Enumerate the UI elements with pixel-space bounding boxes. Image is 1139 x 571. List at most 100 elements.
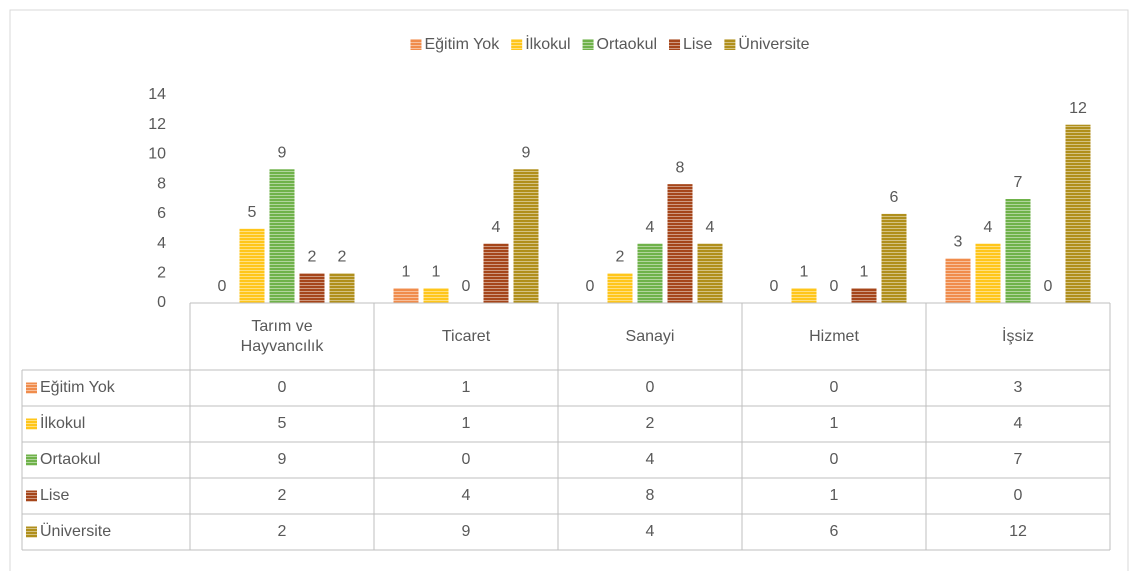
table-row-header: Üniversite bbox=[40, 522, 111, 540]
table-cell: 4 bbox=[1014, 415, 1023, 432]
bar bbox=[791, 288, 817, 303]
legend-label: İlkokul bbox=[525, 34, 570, 53]
bar bbox=[513, 169, 539, 303]
bar bbox=[607, 273, 633, 303]
data-label: 7 bbox=[1014, 174, 1023, 191]
data-label: 1 bbox=[800, 263, 809, 280]
legend-swatch bbox=[724, 39, 736, 50]
data-label: 1 bbox=[860, 263, 869, 280]
y-tick-label: 10 bbox=[148, 146, 166, 163]
legend-label: Lise bbox=[683, 36, 712, 53]
table-cell: 4 bbox=[646, 523, 655, 540]
table-row-header: Ortaokul bbox=[40, 451, 100, 468]
data-label: 12 bbox=[1069, 100, 1087, 117]
x-tick-label: Tarım ve Hayvancılık bbox=[190, 303, 374, 370]
bar bbox=[667, 184, 693, 303]
table-cell: 4 bbox=[646, 451, 655, 468]
table-cell: 3 bbox=[1014, 379, 1023, 396]
table-cell: 0 bbox=[830, 451, 839, 468]
legend-label: Ortaokul bbox=[597, 36, 657, 53]
bar bbox=[393, 288, 419, 303]
x-tick-label: Hizmet bbox=[742, 303, 926, 370]
table-cell: 12 bbox=[1009, 523, 1027, 540]
table-swatch bbox=[26, 454, 37, 466]
data-label: 5 bbox=[248, 204, 257, 221]
category-text: İşsiz bbox=[1002, 327, 1034, 345]
bar bbox=[329, 273, 355, 303]
bar bbox=[945, 258, 971, 303]
y-tick-label: 2 bbox=[157, 265, 166, 282]
bar bbox=[697, 243, 723, 303]
data-label: 4 bbox=[706, 219, 715, 236]
table-cell: 0 bbox=[462, 451, 471, 468]
legend-label: Eğitim Yok bbox=[424, 36, 500, 53]
table-cell: 2 bbox=[278, 523, 287, 540]
data-label: 3 bbox=[954, 234, 963, 251]
data-label: 8 bbox=[676, 159, 685, 176]
bar bbox=[975, 243, 1001, 303]
bar bbox=[1065, 124, 1091, 303]
table-swatch bbox=[26, 526, 37, 538]
category-text: Sanayi bbox=[625, 327, 675, 345]
table-cell: 6 bbox=[830, 523, 839, 540]
table-row-header: İlkokul bbox=[40, 413, 85, 432]
table-cell: 0 bbox=[646, 379, 655, 396]
table-cell: 0 bbox=[830, 379, 839, 396]
bar bbox=[423, 288, 449, 303]
legend-swatch bbox=[410, 39, 422, 50]
bar bbox=[1005, 199, 1031, 303]
data-label: 4 bbox=[646, 219, 655, 236]
table-swatch bbox=[26, 418, 37, 430]
bar bbox=[851, 288, 877, 303]
y-tick-label: 6 bbox=[157, 205, 166, 222]
legend-swatch bbox=[582, 39, 594, 50]
data-label: 0 bbox=[586, 278, 595, 295]
data-label: 2 bbox=[338, 249, 347, 266]
y-tick-label: 4 bbox=[157, 235, 166, 252]
table-cell: 1 bbox=[830, 487, 839, 504]
legend-swatch bbox=[669, 39, 681, 50]
table-cell: 1 bbox=[462, 379, 471, 396]
table-cell: 8 bbox=[646, 487, 655, 504]
y-tick-label: 0 bbox=[157, 294, 166, 311]
table-swatch bbox=[26, 382, 37, 394]
y-tick-label: 8 bbox=[157, 175, 166, 192]
legend-swatch bbox=[511, 39, 523, 50]
table-cell: 1 bbox=[830, 415, 839, 432]
table-cell: 2 bbox=[646, 415, 655, 432]
data-label: 0 bbox=[462, 278, 471, 295]
data-label: 0 bbox=[1044, 278, 1053, 295]
bar bbox=[637, 243, 663, 303]
data-label: 4 bbox=[984, 219, 993, 236]
legend: Eğitim Yok İlkokul Ortaokul Lise Üniversite bbox=[410, 34, 810, 53]
table-cell: 7 bbox=[1014, 451, 1023, 468]
data-label: 4 bbox=[492, 219, 501, 236]
bar bbox=[269, 169, 295, 303]
table-cell: 4 bbox=[462, 487, 471, 504]
data-label: 9 bbox=[522, 145, 531, 162]
bar bbox=[483, 243, 509, 303]
data-label: 0 bbox=[770, 278, 779, 295]
data-label: 0 bbox=[830, 278, 839, 295]
bar bbox=[299, 273, 325, 303]
table-cell: 2 bbox=[278, 487, 287, 504]
table-cell: 9 bbox=[278, 451, 287, 468]
table-row-header: Eğitim Yok bbox=[40, 379, 116, 396]
data-label: 9 bbox=[278, 145, 287, 162]
y-tick-label: 12 bbox=[148, 116, 166, 133]
data-label: 2 bbox=[616, 249, 625, 266]
x-tick-label: İşsiz bbox=[926, 303, 1110, 370]
y-tick-label: 14 bbox=[148, 86, 166, 103]
data-label: 0 bbox=[218, 278, 227, 295]
table-cell: 9 bbox=[462, 523, 471, 540]
x-tick-label: Sanayi bbox=[558, 303, 742, 370]
data-label: 1 bbox=[402, 263, 411, 280]
category-text: Tarım ve Hayvancılık bbox=[240, 317, 324, 355]
table-cell: 0 bbox=[1014, 487, 1023, 504]
chart-frame bbox=[9, 9, 1129, 571]
category-text: Hizmet bbox=[809, 327, 859, 345]
category-text: Ticaret bbox=[441, 327, 491, 345]
x-tick-label: Ticaret bbox=[374, 303, 558, 370]
table-row-header: Lise bbox=[40, 487, 69, 504]
